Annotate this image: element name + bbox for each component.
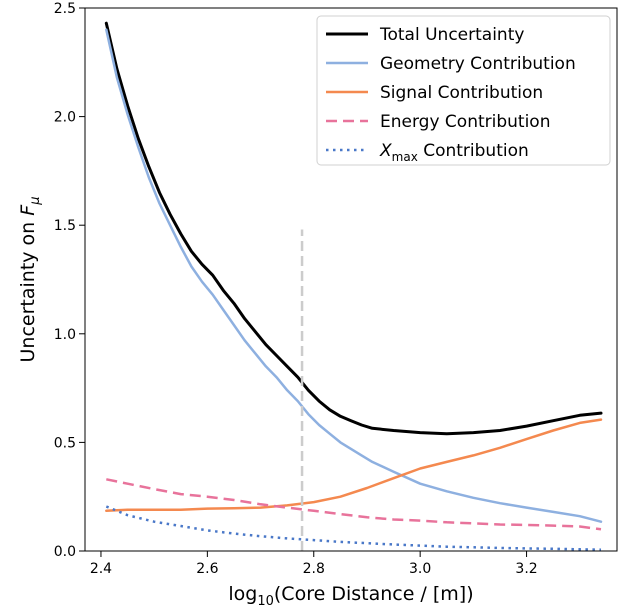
ticks-layer: 2.4 2.6 2.8 3.0 3.2 0.0 0.5 1.0 1.5 2.0 2.5 [54,1,538,577]
x-axis-label-log: log [228,583,257,605]
legend: Total Uncertainty Geometry Contribution … [316,15,611,166]
x-tick-label: 3.0 [409,561,431,577]
legend-label-energy: Energy Contribution [380,112,550,132]
legend-label-xmax: Xmax Contribution [379,141,529,164]
y-axis-label: Uncertainty on Fμ [17,197,43,363]
legend-xmax-symbol: X [379,141,392,161]
legend-label-geometry: Geometry Contribution [380,54,576,74]
series-layer [104,21,603,551]
series-line-0 [104,21,603,436]
legend-label-total: Total Uncertainty [379,25,524,45]
series-line-3 [106,478,602,531]
x-axis-label: log10(Core Distance / [m]) [228,583,473,609]
series-line-4 [105,505,602,551]
x-axis-label-rest: (Core Distance / [m]) [274,583,474,605]
plot-frame [84,7,618,552]
y-axis-label-subscript: μ [28,197,43,206]
x-tick-label: 2.6 [196,561,218,577]
y-tick-label: 2.0 [54,110,76,126]
y-tick-label: 0.5 [54,435,76,451]
x-axis-label-subscript: 10 [257,594,274,609]
x-tick-label: 2.4 [90,561,112,577]
series-line-1 [105,28,603,523]
x-tick-label: 2.8 [303,561,325,577]
legend-xmax-rest: Contribution [418,141,529,161]
y-tick-label: 1.0 [54,327,76,343]
y-tick-label: 2.5 [54,1,76,17]
legend-box [316,15,611,166]
x-tick-label: 3.2 [515,561,537,577]
y-axis-label-text: Uncertainty on [17,216,39,363]
legend-xmax-subscript: max [392,150,418,164]
y-tick-label: 1.5 [54,218,76,234]
y-axis-label-symbol: F [17,204,39,216]
legend-label-signal: Signal Contribution [380,83,543,103]
series-line-2 [105,418,603,513]
y-tick-label: 0.0 [54,544,76,560]
